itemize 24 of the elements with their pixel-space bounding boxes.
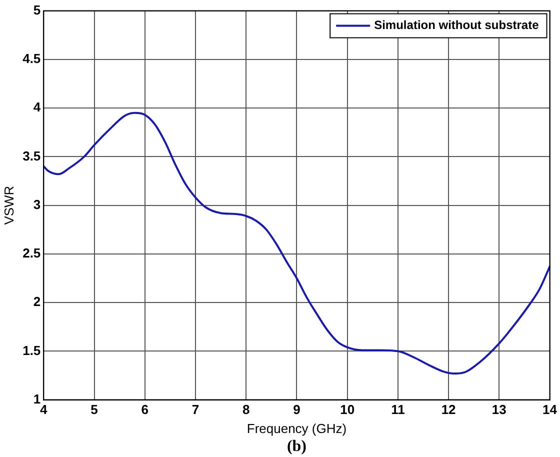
legend-label: Simulation without substrate (374, 18, 540, 32)
y-tick-label: 5 (33, 2, 41, 18)
line-series (44, 112, 550, 375)
y-tick-label: 1 (33, 391, 41, 406)
x-tick-label: 7 (192, 402, 200, 418)
y-tick-label: 4 (33, 100, 42, 115)
x-tick-label: 11 (391, 402, 405, 418)
y-tick-label: 2.5 (22, 246, 41, 261)
x-axis-title: Frequency (GHz) (246, 420, 347, 436)
y-tick-label: 2 (33, 294, 41, 310)
y-tick-label: 3.5 (22, 148, 41, 164)
y-tick-label: 1.5 (22, 342, 41, 358)
x-tick-label: 14 (542, 402, 558, 418)
x-tick-label: 9 (293, 402, 300, 418)
x-tick-label: 5 (90, 402, 98, 418)
y-axis-title: VSWR (1, 186, 16, 225)
x-tick-label: 10 (340, 402, 355, 418)
y-tick-label: 3 (33, 196, 41, 212)
x-tick-label: 6 (141, 402, 149, 418)
x-tick-label: 13 (492, 402, 506, 418)
y-tick-label: 4.5 (22, 51, 41, 66)
text: (b) (286, 438, 306, 456)
x-tick-label: 8 (242, 402, 250, 418)
x-tick-label: 12 (441, 402, 456, 418)
